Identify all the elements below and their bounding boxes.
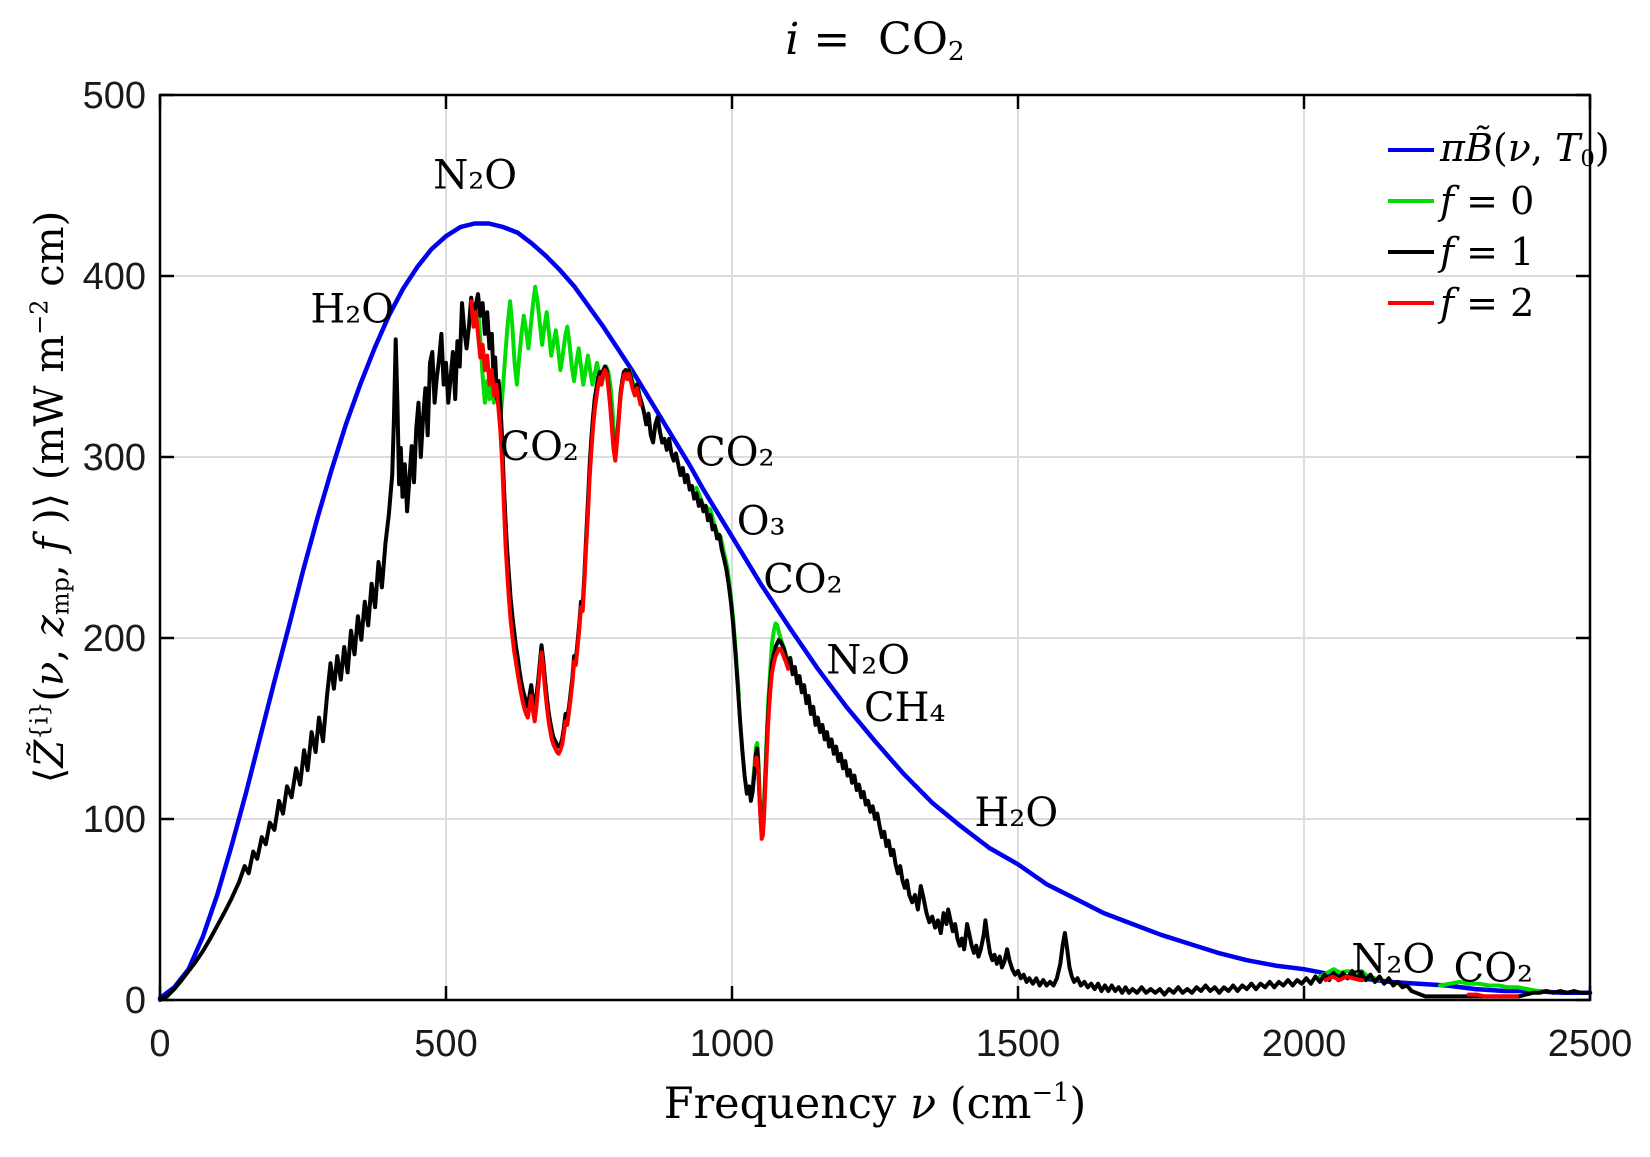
annotation-N₂O: N₂O (826, 638, 910, 684)
text-run: ν (1507, 125, 1531, 170)
annotation-CO₂: CO₂ (695, 430, 774, 476)
series-line-1-4 (1438, 979, 1550, 993)
text-run: cm) (27, 210, 74, 300)
y-tick-label: 400 (83, 256, 146, 298)
text-run: = 0 (1454, 178, 1535, 223)
legend-label: f = 0 (1440, 182, 1534, 220)
annotation-O₃: O₃ (737, 498, 786, 544)
text-run: z (27, 615, 74, 637)
text-run: Z̃ (27, 739, 74, 768)
legend-item-0: πB̃(ν, T0) (1388, 124, 1610, 175)
text-run: f (1440, 280, 1455, 325)
legend-item-1: f = 0 (1388, 175, 1610, 226)
text-run: −1 (1031, 1078, 1070, 1108)
annotation-CO₂: CO₂ (763, 556, 842, 602)
x-tick-label: 2000 (1262, 1023, 1347, 1065)
x-tick-label: 1500 (976, 1023, 1061, 1065)
text-run: ) (1594, 125, 1610, 170)
y-tick-label: 100 (83, 799, 146, 841)
legend-line-swatch (1388, 300, 1434, 305)
annotation-N₂O: N₂O (1351, 936, 1435, 982)
text-run: ( (27, 685, 74, 702)
plot-box (158, 93, 1592, 1002)
x-tick-label: 2500 (1548, 1023, 1633, 1065)
legend-label: f = 1 (1440, 233, 1534, 271)
legend-line-swatch (1388, 249, 1434, 254)
annotation-N₂O: N₂O (433, 153, 517, 199)
text-run: = 2 (1454, 280, 1535, 325)
legend-line-swatch (1388, 198, 1434, 203)
text-run: T (1555, 125, 1581, 170)
text-run: π (1440, 125, 1465, 170)
x-tick-label: 0 (149, 1023, 170, 1065)
text-run: ⟨ (27, 767, 74, 784)
legend-line-swatch (1388, 147, 1434, 152)
text-run: (cm (936, 1078, 1032, 1129)
legend-label: πB̃(ν, T0) (1440, 129, 1610, 171)
text-run: ν (27, 661, 74, 686)
text-run: , (27, 551, 74, 578)
text-run: ) (1069, 1078, 1087, 1129)
text-run: ( (1492, 125, 1508, 170)
x-axis-label: Frequency ν (cm−1) (160, 1078, 1590, 1129)
y-tick-label: 200 (83, 618, 146, 660)
text-run: Frequency (663, 1078, 910, 1129)
y-tick-label: 500 (83, 75, 146, 117)
text-run: i (785, 14, 800, 65)
series-line-3-2 (1323, 974, 1365, 983)
series-line-3-0 (469, 299, 643, 756)
annotation-H₂O: H₂O (310, 287, 394, 333)
text-run: = 1 (1454, 229, 1535, 274)
plot-title: i = CO2 (160, 14, 1590, 67)
series-line-0-0 (157, 221, 1593, 1001)
text-run: {i} (25, 701, 54, 740)
text-run: f (1440, 229, 1455, 274)
annotation-CO₂: CO₂ (1454, 945, 1533, 991)
y-tick-label: 300 (83, 437, 146, 479)
text-run: B̃ (1464, 125, 1493, 170)
annotation-CO₂: CO₂ (500, 424, 579, 470)
x-tick-label: 500 (414, 1023, 477, 1065)
text-run: f (1440, 178, 1455, 223)
text-run: ν (909, 1078, 937, 1129)
x-tick-label: 1000 (690, 1023, 775, 1065)
series-line-3-1 (752, 646, 791, 841)
text-run: f (27, 536, 74, 552)
text-run: mp (46, 577, 75, 616)
text-run: , (1530, 125, 1556, 170)
text-run: −2 (25, 299, 54, 335)
legend-item-2: f = 1 (1388, 226, 1610, 277)
legend-item-3: f = 2 (1388, 277, 1610, 328)
series-line-3-3 (1466, 992, 1519, 999)
annotation-CH₄: CH₄ (864, 685, 946, 731)
annotation-H₂O: H₂O (974, 790, 1058, 836)
text-run: = CO (799, 14, 948, 65)
text-run: 2 (947, 35, 965, 67)
text-run: 0 (1580, 145, 1595, 172)
text-run: )⟩ (mW m (27, 334, 74, 537)
y-axis-label: ⟨Z̃{i}(ν, zmp, f )⟩ (mW m−2 cm) (26, 211, 75, 783)
y-tick-label: 0 (125, 980, 146, 1022)
text-run: , (27, 636, 74, 662)
legend-label: f = 2 (1440, 284, 1534, 322)
